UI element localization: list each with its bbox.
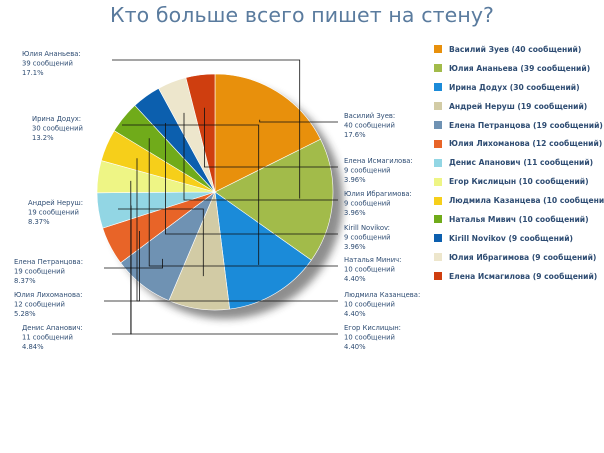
data-label: 4.40% [344, 275, 366, 283]
legend-item: Елена Исмагилова (9 сообщений) [434, 267, 604, 286]
legend-item: Андрей Неруш (19 сообщений) [434, 97, 604, 116]
data-label: 11 сообщений [22, 334, 73, 342]
legend-label: Елена Петранцова (19 сообщений) [449, 120, 603, 130]
legend-swatch [434, 158, 442, 167]
data-label: 12 сообщений [14, 301, 65, 309]
legend-label: Егор Кислицын (10 сообщений) [449, 177, 589, 187]
legend-item: Юлия Ибрагимова (9 сообщений) [434, 248, 604, 267]
legend-item: Kirill Novikov (9 сообщений) [434, 229, 604, 248]
legend-swatch [434, 45, 442, 54]
legend-label: Ирина Додух (30 сообщений) [449, 82, 580, 92]
data-label: 39 сообщений [22, 60, 73, 68]
data-label: 4.84% [22, 343, 44, 351]
data-label: Людмила Казанцева: [344, 291, 420, 299]
data-label: 3.96% [344, 176, 366, 184]
leader-line [259, 119, 338, 123]
legend-item: Людмила Казанцева (10 сообщений) [434, 191, 604, 210]
leader-line [130, 180, 338, 335]
data-label: 30 сообщений [32, 125, 83, 133]
legend-item: Денис Апанович (11 сообщений) [434, 153, 604, 172]
data-label: 4.40% [344, 343, 366, 351]
legend-swatch [434, 177, 442, 186]
data-label: Василий Зуев: [344, 112, 395, 120]
legend-swatch [434, 272, 442, 281]
data-label: 19 сообщений [28, 209, 79, 217]
leader-line [148, 138, 338, 267]
data-label: Юлия Ибрагимова: [344, 190, 412, 198]
chart-legend: Василий Зуев (40 сообщений) Юлия Ананьева… [434, 40, 604, 286]
data-label: Юлия Ананьева: [22, 50, 81, 58]
data-label: 10 сообщений [344, 334, 395, 342]
leader-line [164, 123, 338, 235]
data-label: 10 сообщений [344, 301, 395, 309]
data-label: Андрей Неруш: [28, 199, 83, 207]
data-label: 3.96% [344, 243, 366, 251]
legend-label: Андрей Неруш (19 сообщений) [449, 101, 588, 111]
legend-label: Василий Зуев (40 сообщений) [449, 44, 582, 54]
leader-line [203, 107, 338, 168]
data-label: 9 сообщений [344, 167, 391, 175]
legend-item: Ирина Додух (30 сообщений) [434, 78, 604, 97]
legend-label: Людмила Казанцева (10 сообщений) [449, 196, 604, 206]
data-label: Елена Исмагилова: [344, 157, 413, 165]
leader-line [136, 158, 338, 302]
legend-item: Василий Зуев (40 сообщений) [434, 40, 604, 59]
data-label: Ирина Додух: [32, 115, 81, 123]
legend-swatch [434, 253, 442, 262]
legend-label: Kirill Novikov (9 сообщений) [449, 233, 574, 243]
pie-slice [214, 191, 312, 310]
chart-title: Кто больше всего пишет на стену? [109, 3, 495, 27]
data-label: Kirill Novikov: [344, 224, 390, 232]
data-label: 9 сообщений [344, 234, 391, 242]
legend-swatch [434, 102, 442, 111]
leader-line [112, 59, 301, 199]
legend-swatch [434, 215, 442, 224]
data-label: 17.6% [344, 131, 366, 139]
legend-item: Юлия Ананьева (39 сообщений) [434, 59, 604, 78]
legend-swatch [434, 64, 442, 73]
data-label: 3.96% [344, 209, 366, 217]
data-label: Наталья Минич: [344, 256, 401, 264]
data-label: 9 сообщений [344, 200, 391, 208]
data-label: 4.40% [344, 310, 366, 318]
data-label: Денис Апанович: [22, 324, 83, 332]
leader-line [118, 208, 204, 277]
legend-item: Егор Кислицын (10 сообщений) [434, 172, 604, 191]
pie-slice [185, 73, 216, 193]
legend-label: Юлия Ананьева (39 сообщений) [449, 63, 591, 73]
legend-item: Юлия Лихоманова (12 сообщений) [434, 134, 604, 153]
legend-swatch [434, 83, 442, 92]
legend-item: Елена Петранцова (19 сообщений) [434, 116, 604, 135]
pie-slice [214, 73, 321, 193]
legend-item: Наталья Мивич (10 сообщений) [434, 210, 604, 229]
data-label: Егор Кислицын: [344, 324, 401, 332]
data-label: Юлия Лихоманова: [14, 291, 82, 299]
legend-label: Юлия Лихоманова (12 сообщений) [449, 139, 603, 149]
data-label: 10 сообщений [344, 266, 395, 274]
data-label: 5.28% [14, 310, 36, 318]
leader-line [122, 124, 260, 265]
data-label: 13.2% [32, 134, 54, 142]
legend-swatch [434, 234, 442, 243]
legend-swatch [434, 196, 442, 205]
leader-line [183, 112, 338, 201]
data-label: 19 сообщений [14, 268, 65, 276]
legend-label: Денис Апанович (11 сообщений) [449, 158, 594, 168]
data-label: 17.1% [22, 69, 44, 77]
legend-swatch [434, 139, 442, 148]
legend-label: Юлия Ибрагимова (9 сообщений) [449, 252, 597, 262]
legend-label: Наталья Мивич (10 сообщений) [449, 214, 589, 224]
leader-line [104, 258, 164, 269]
legend-swatch [434, 121, 442, 129]
data-label: 8.37% [28, 218, 50, 226]
legend-label: Елена Исмагилова (9 сообщений) [449, 271, 598, 281]
data-label: 40 сообщений [344, 122, 395, 130]
data-label: 8.37% [14, 277, 36, 285]
data-label: Елена Петранцова: [14, 258, 83, 266]
